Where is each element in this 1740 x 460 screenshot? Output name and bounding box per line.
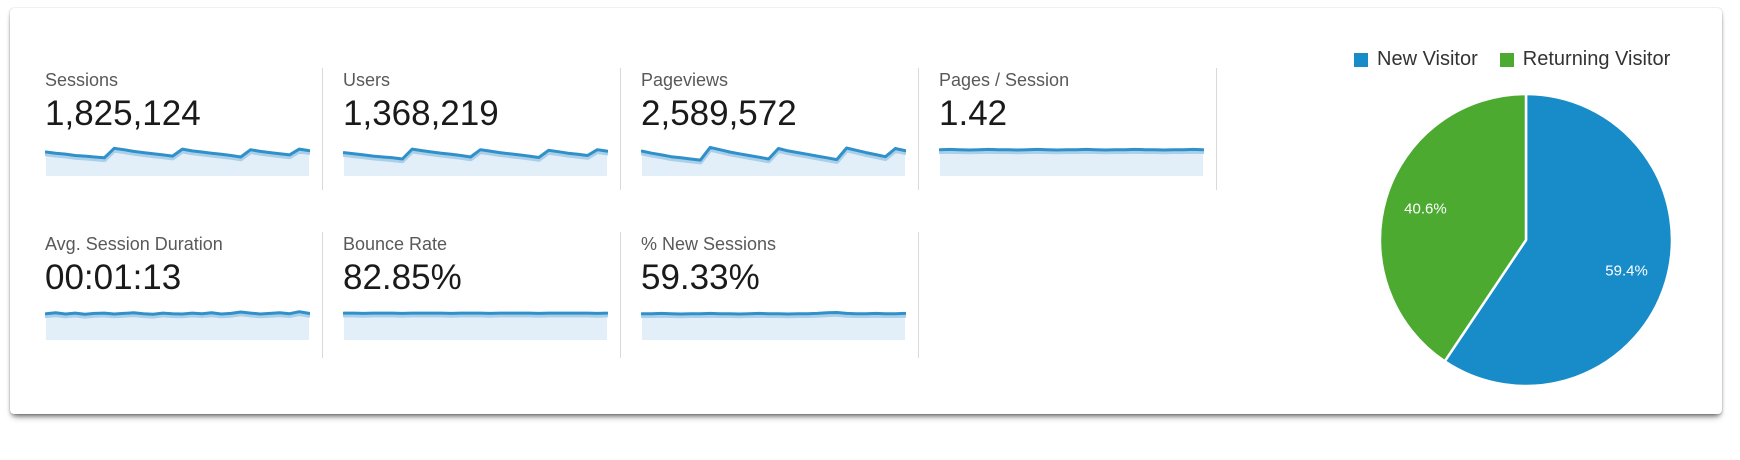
metric-tile-sessions: Sessions 1,825,124 [45,68,323,190]
bounce-rate-sparkline[interactable] [343,302,608,340]
new-visitor-swatch-icon [1354,52,1368,67]
metric-tile-new-sessions: % New Sessions 59.33% [641,232,919,358]
metric-value: 1,368,219 [343,94,499,133]
metric-tile-avg-session-duration: Avg. Session Duration 00:01:13 [45,232,323,358]
pie-legend: New Visitor Returning Visitor [1354,48,1670,71]
metric-label: Bounce Rate [343,234,448,254]
sessions-sparkline[interactable] [45,138,310,176]
metric-label: Pageviews [641,70,729,90]
metric-value: 82.85% [343,258,462,297]
new-sessions-sparkline[interactable] [641,302,906,340]
returning-visitor-swatch-icon [1499,52,1514,67]
metric-tile-bounce-rate: Bounce Rate 82.85% [343,232,621,358]
pie-slice-returning-visitor[interactable] [1378,92,1528,363]
metric-value: 00:01:13 [45,258,182,297]
pageviews-sparkline[interactable] [641,138,906,176]
metric-value: 1.42 [939,94,1008,133]
metric-tile-pages-per-session: Pages / Session 1.42 [939,68,1217,190]
metric-label: % New Sessions [641,234,777,254]
legend-label: New Visitor [1377,48,1478,70]
avg-session-duration-sparkline[interactable] [45,302,310,340]
legend-item-returning-visitor: Returning Visitor [1499,48,1671,71]
metric-value: 59.33% [641,258,760,297]
metric-label: Avg. Session Duration [45,234,223,254]
metric-label: Pages / Session [939,70,1070,90]
visitor-type-pie-chart: 59.4% 40.6% [1376,90,1676,390]
metric-tile-users: Users 1,368,219 [343,68,621,190]
metric-label: Users [343,70,391,90]
pages-per-session-sparkline[interactable] [939,138,1204,176]
metric-tile-pageviews: Pageviews 2,589,572 [641,68,919,190]
metric-value: 1,825,124 [45,94,201,133]
users-sparkline[interactable] [343,138,608,176]
legend-item-new-visitor: New Visitor [1354,48,1478,71]
legend-label: Returning Visitor [1522,48,1671,70]
metric-value: 2,589,572 [641,94,797,133]
pie-slice-new-visitor[interactable] [1443,92,1674,388]
metric-label: Sessions [45,70,119,90]
overview-card: Sessions 1,825,124 Users 1,368,219 Pagev… [10,8,1722,414]
